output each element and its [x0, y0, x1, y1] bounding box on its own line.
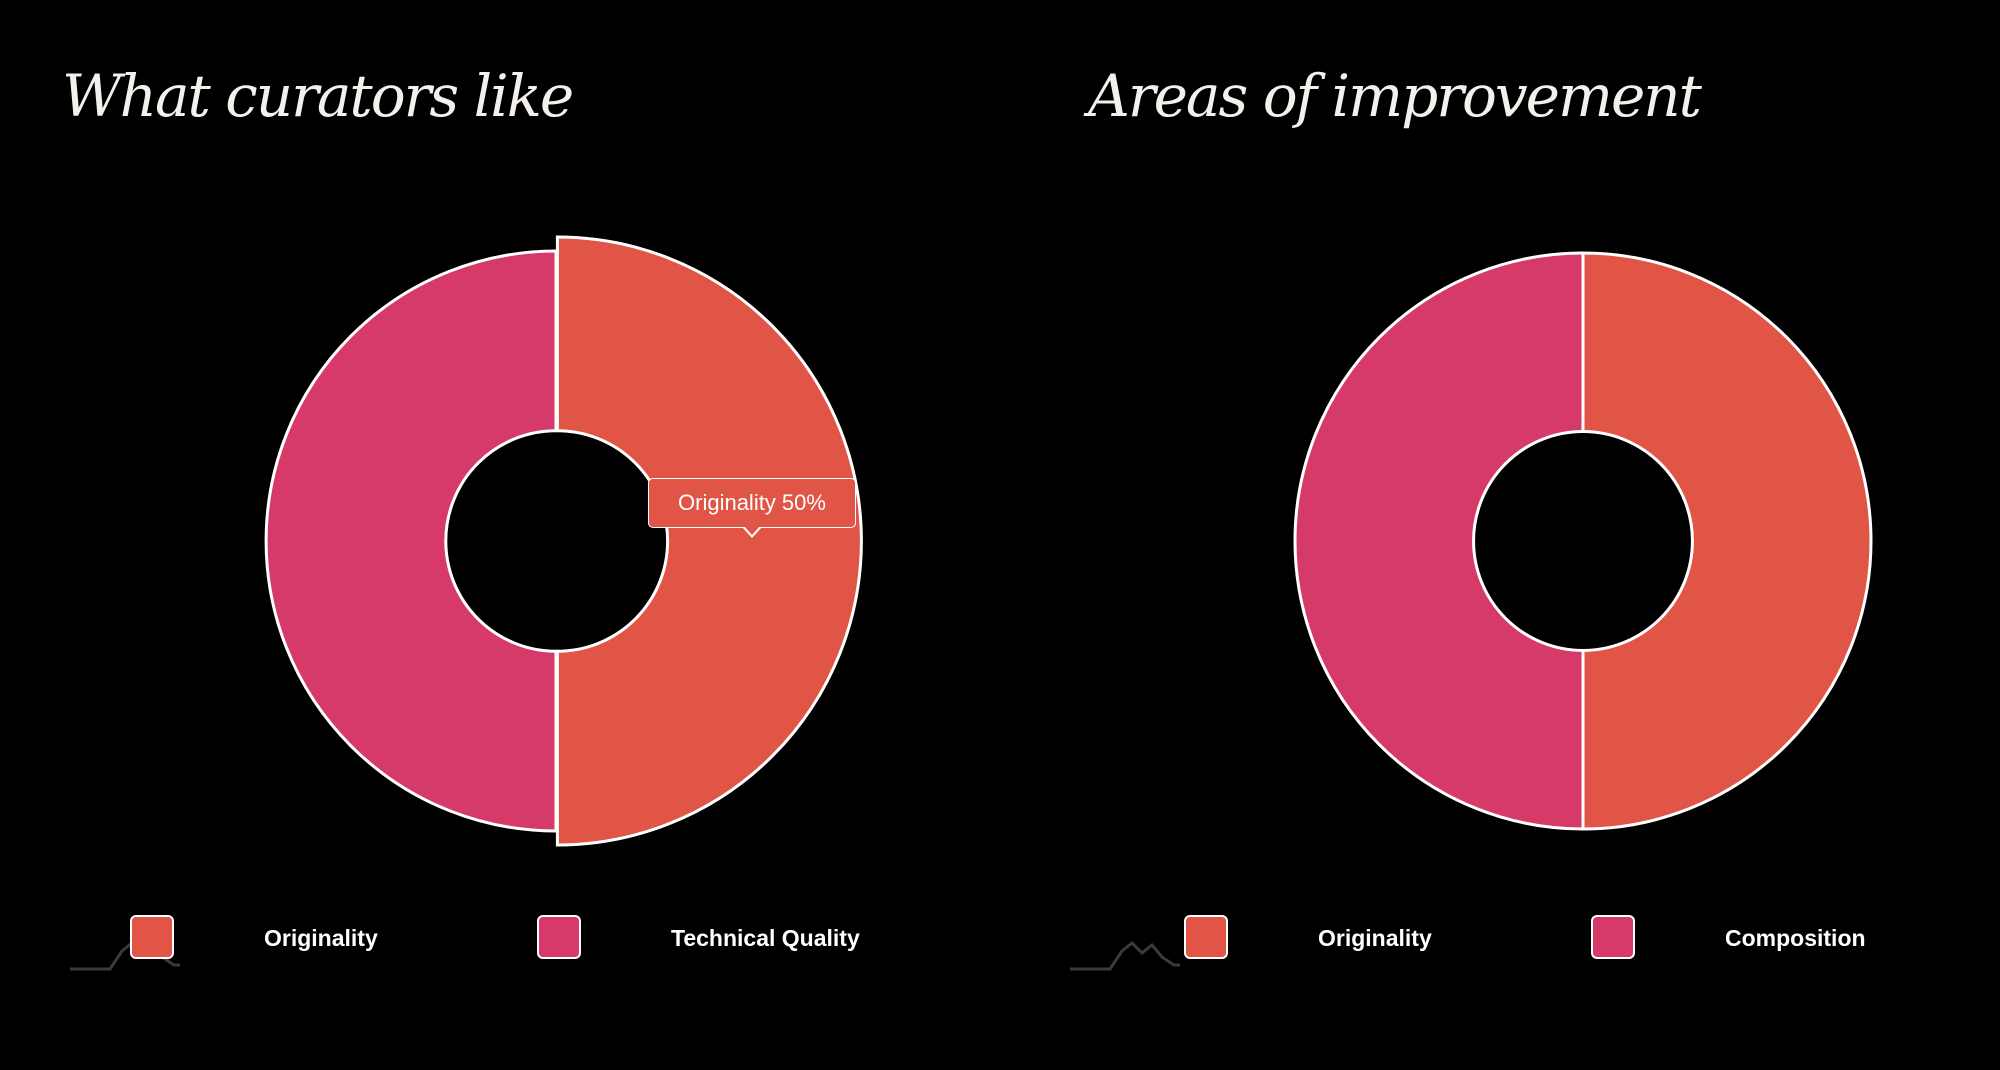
- donut-slice-technical-quality[interactable]: [264, 249, 558, 833]
- donut-slice-composition[interactable]: [1293, 251, 1585, 831]
- legend-label: Composition: [1725, 925, 1866, 951]
- donut-slice-originality[interactable]: [555, 235, 863, 847]
- chart-title: What curators like: [62, 62, 574, 130]
- chart-tooltip: Originality 50%: [648, 478, 856, 528]
- donut-chart-curators-like: Originality: 50.0%: [264, 235, 891, 847]
- legend-label: Originality: [264, 925, 378, 951]
- chart-panel-areas-of-improvement: Areas of improvement Originality Composi…: [1000, 0, 2000, 1070]
- tooltip-arrow-fill: [744, 526, 760, 535]
- chart-title: Areas of improvement: [1088, 62, 1702, 130]
- legend-swatch-originality: [130, 915, 174, 959]
- chart-panel-curators-like: What curators like Originality: 50.0% Or…: [62, 62, 891, 971]
- legend-swatch-composition: [1591, 915, 1635, 959]
- slice-data-label: Originality: 50.0%: [866, 455, 891, 627]
- legend-swatch-technical-quality: [537, 915, 581, 959]
- legend-swatch-originality: [1184, 915, 1228, 959]
- legend-label: Originality: [1318, 925, 1432, 951]
- mini-line-icon: [1070, 940, 1180, 971]
- legend-label: Technical Quality: [671, 925, 860, 951]
- donut-slice-originality[interactable]: [1581, 251, 1873, 831]
- donut-chart-areas-of-improvement: [1293, 251, 1873, 831]
